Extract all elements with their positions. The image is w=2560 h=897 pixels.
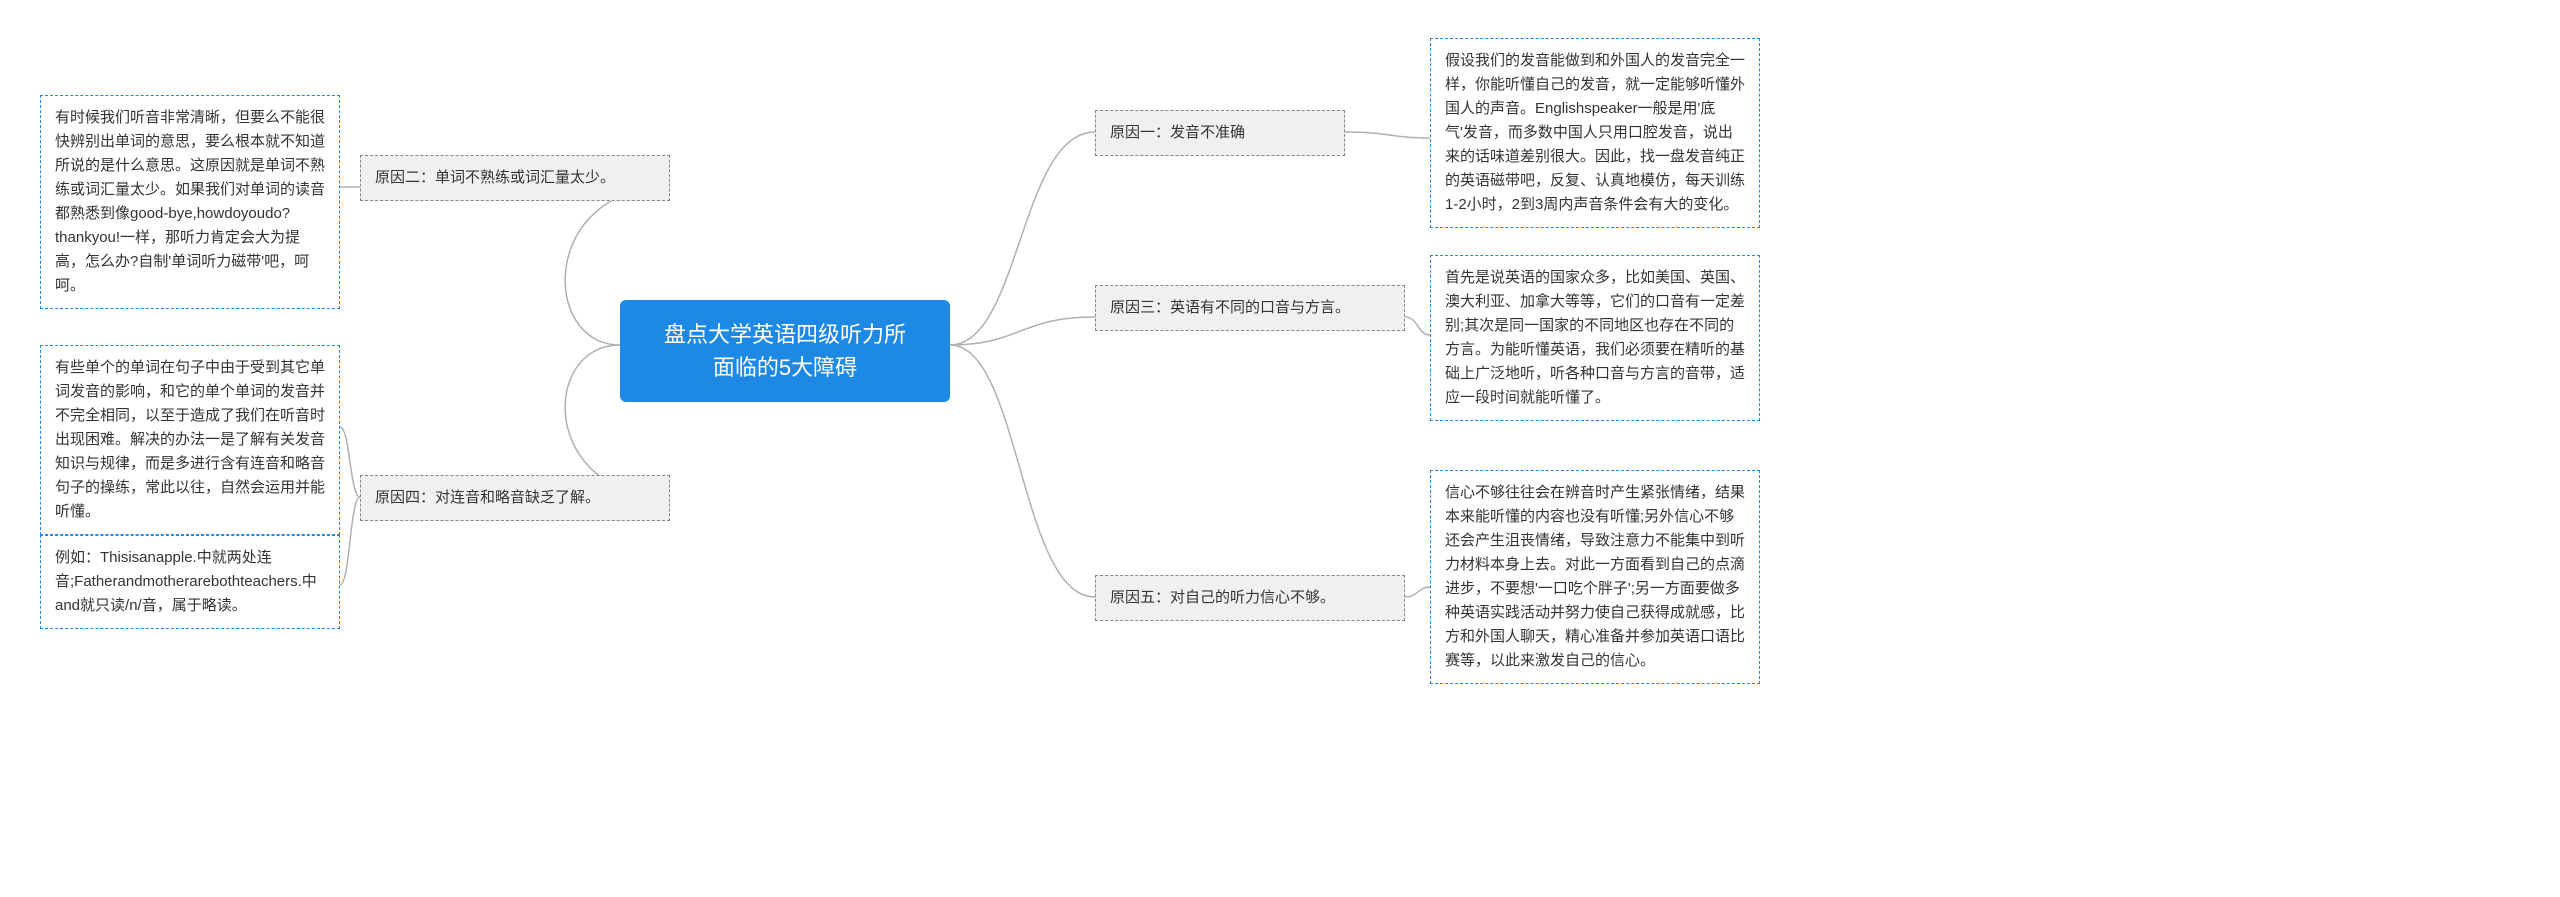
- center-topic[interactable]: 盘点大学英语四级听力所面临的5大障碍: [620, 300, 950, 402]
- reason-label: 原因四：对连音和略音缺乏了解。: [375, 489, 600, 506]
- reason-label: 原因三：英语有不同的口音与方言。: [1110, 299, 1350, 316]
- reason-label: 原因一：发音不准确: [1110, 124, 1245, 141]
- detail-text: 有时候我们听音非常清晰，但要么不能很快辨别出单词的意思，要么根本就不知道所说的是…: [55, 109, 325, 294]
- detail-4b[interactable]: 例如：Thisisanapple.中就两处连音;Fatherandmothera…: [40, 535, 340, 629]
- reason-label: 原因五：对自己的听力信心不够。: [1110, 589, 1335, 606]
- reason-3[interactable]: 原因三：英语有不同的口音与方言。: [1095, 285, 1405, 331]
- detail-1[interactable]: 假设我们的发音能做到和外国人的发音完全一样，你能听懂自己的发音，就一定能够听懂外…: [1430, 38, 1760, 228]
- reason-4[interactable]: 原因四：对连音和略音缺乏了解。: [360, 475, 670, 521]
- detail-text: 假设我们的发音能做到和外国人的发音完全一样，你能听懂自己的发音，就一定能够听懂外…: [1445, 52, 1745, 213]
- detail-text: 有些单个的单词在句子中由于受到其它单词发音的影响，和它的单个单词的发音并不完全相…: [55, 359, 325, 520]
- detail-3[interactable]: 首先是说英语的国家众多，比如美国、英国、澳大利亚、加拿大等等，它们的口音有一定差…: [1430, 255, 1760, 421]
- reason-1[interactable]: 原因一：发音不准确: [1095, 110, 1345, 156]
- reason-label: 原因二：单词不熟练或词汇量太少。: [375, 169, 615, 186]
- center-title: 盘点大学英语四级听力所面临的5大障碍: [664, 322, 906, 380]
- detail-4a[interactable]: 有些单个的单词在句子中由于受到其它单词发音的影响，和它的单个单词的发音并不完全相…: [40, 345, 340, 535]
- detail-text: 首先是说英语的国家众多，比如美国、英国、澳大利亚、加拿大等等，它们的口音有一定差…: [1445, 269, 1745, 406]
- detail-5[interactable]: 信心不够往往会在辨音时产生紧张情绪，结果本来能听懂的内容也没有听懂;另外信心不够…: [1430, 470, 1760, 684]
- detail-text: 信心不够往往会在辨音时产生紧张情绪，结果本来能听懂的内容也没有听懂;另外信心不够…: [1445, 484, 1745, 669]
- detail-text: 例如：Thisisanapple.中就两处连音;Fatherandmothera…: [55, 549, 317, 614]
- reason-2[interactable]: 原因二：单词不熟练或词汇量太少。: [360, 155, 670, 201]
- detail-2[interactable]: 有时候我们听音非常清晰，但要么不能很快辨别出单词的意思，要么根本就不知道所说的是…: [40, 95, 340, 309]
- reason-5[interactable]: 原因五：对自己的听力信心不够。: [1095, 575, 1405, 621]
